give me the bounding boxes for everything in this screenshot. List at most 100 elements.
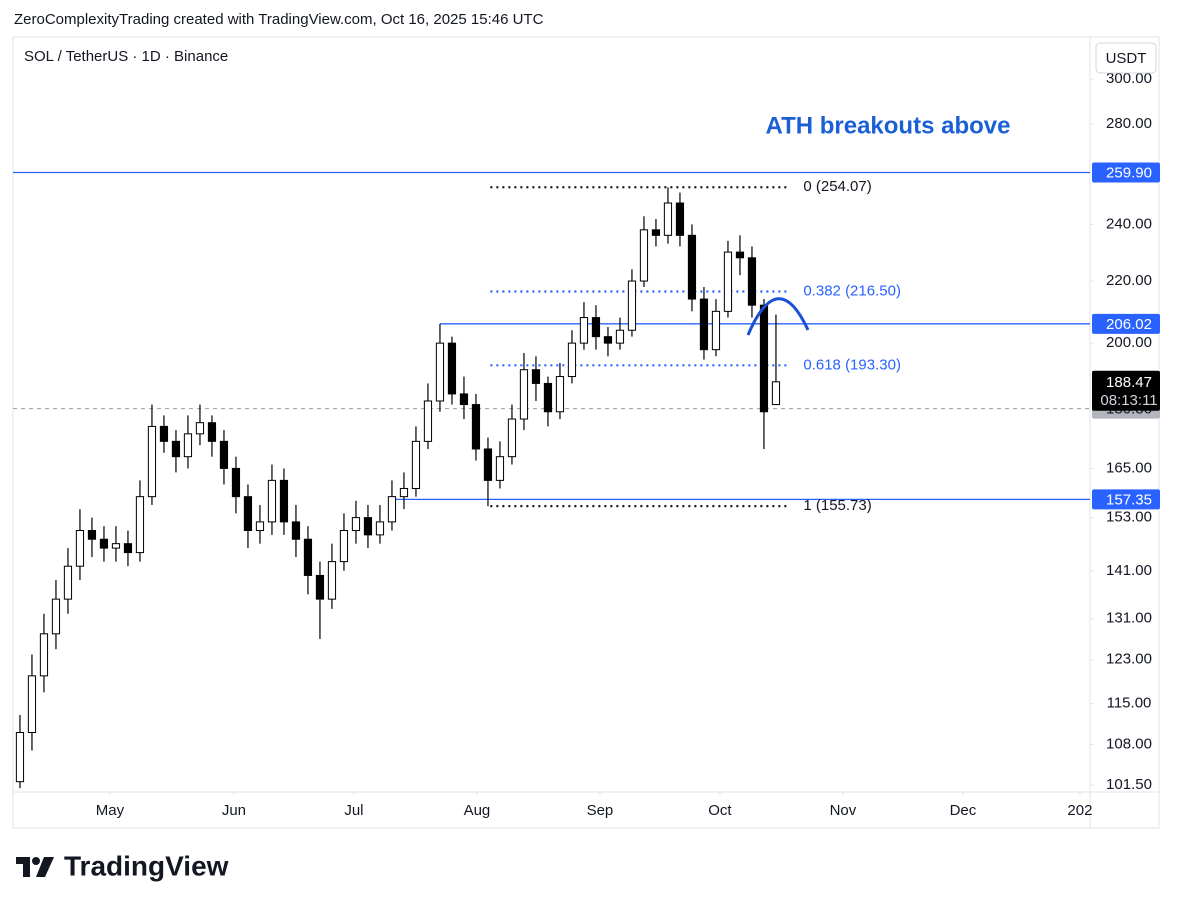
- candle-body: [579, 317, 589, 344]
- candle-body: [99, 538, 109, 549]
- candle-body: [363, 517, 373, 536]
- y-tick-label: 123.00: [1106, 651, 1152, 668]
- y-tick-label: 280.00: [1106, 115, 1152, 132]
- candle-body: [291, 521, 301, 540]
- candle-body: [567, 342, 577, 378]
- y-tick-label: 153.00: [1106, 509, 1152, 526]
- price-tag-label: 259.90: [1106, 164, 1152, 181]
- candle-body: [495, 456, 505, 481]
- candle-body: [675, 202, 685, 236]
- attribution: ZeroComplexityTrading created with Tradi…: [14, 11, 544, 28]
- candle-body: [615, 329, 625, 344]
- candle-body: [687, 234, 697, 300]
- last-price-label: 188.47: [1106, 374, 1152, 391]
- candle-body: [303, 538, 313, 576]
- y-tick-label: 131.00: [1106, 610, 1152, 627]
- chart-frame: [12, 36, 1160, 829]
- candle-body: [447, 342, 457, 395]
- price-tag-label: 206.02: [1106, 316, 1152, 333]
- y-tick-label: 240.00: [1106, 215, 1152, 232]
- fib-label: 0.618 (193.30): [803, 356, 901, 373]
- candle-body: [507, 418, 517, 458]
- candle-body: [219, 440, 229, 469]
- logo-icon-slash: [36, 857, 54, 877]
- candle-body: [183, 433, 193, 458]
- candle-body: [315, 574, 325, 600]
- candle-body: [195, 422, 205, 435]
- candle-body: [279, 479, 289, 523]
- candle-body: [471, 404, 481, 450]
- last-price-tag: [1092, 370, 1160, 411]
- candle-body: [723, 251, 733, 312]
- y-tick-label: 300.00: [1106, 70, 1152, 87]
- candle-body: [603, 336, 613, 344]
- candle-body: [87, 530, 97, 540]
- candle-body: [123, 543, 133, 554]
- y-tick-label: 220.00: [1106, 272, 1152, 289]
- candle-body: [591, 317, 601, 338]
- currency-label: USDT: [1106, 50, 1147, 67]
- y-tick-label: 108.00: [1106, 735, 1152, 752]
- candle-body: [27, 675, 37, 734]
- logo: TradingView: [16, 850, 229, 881]
- candle-body: [15, 732, 25, 783]
- candle-body: [231, 467, 241, 498]
- candle-body: [711, 310, 721, 351]
- x-tick-label: May: [96, 802, 125, 819]
- x-tick-label: Sep: [587, 802, 614, 819]
- candle-body: [531, 369, 541, 384]
- candle-body: [51, 598, 61, 635]
- candle-body: [627, 280, 637, 331]
- candle-body: [747, 257, 757, 306]
- fib-label: 0 (254.07): [803, 178, 871, 195]
- x-tick-label: Jul: [344, 802, 363, 819]
- candle-body: [375, 521, 385, 536]
- symbol-title: SOL / TetherUS · 1D · Binance: [24, 48, 228, 65]
- candle-body: [267, 479, 277, 523]
- y-tick-label: 200.00: [1106, 334, 1152, 351]
- candle-body: [519, 369, 529, 420]
- candle-body: [651, 229, 661, 236]
- candle-body: [39, 633, 49, 677]
- candle-body: [111, 543, 121, 549]
- candle-body: [483, 448, 493, 481]
- candle-body: [255, 521, 265, 532]
- candle-body: [339, 530, 349, 563]
- candle-body: [555, 376, 565, 413]
- x-tick-label: Nov: [830, 802, 857, 819]
- candle-body: [459, 393, 469, 406]
- candle-body: [327, 561, 337, 600]
- logo-text: TradingView: [64, 850, 229, 881]
- price-tag: [1092, 489, 1160, 510]
- candle-body: [771, 381, 781, 406]
- x-tick-label: Dec: [950, 802, 977, 819]
- price-tag: [1092, 313, 1160, 334]
- logo-icon-dot: [32, 857, 40, 865]
- candle-body: [351, 517, 361, 532]
- candle-body: [75, 530, 85, 567]
- y-tick-label: 101.50: [1106, 776, 1152, 793]
- arc-drawing: [746, 297, 810, 336]
- candle-body: [171, 440, 181, 458]
- candle-body: [159, 425, 169, 442]
- candle-body: [543, 382, 553, 413]
- candle-body: [435, 342, 445, 402]
- y-tick-label: 165.00: [1106, 459, 1152, 476]
- candle-body: [243, 496, 253, 532]
- plot-layer: May Jun Jul Aug Sep Oct Nov Dec 202 300.00 280.00 2…: [13, 70, 1160, 819]
- candle-body: [759, 304, 769, 413]
- candle-body: [735, 251, 745, 259]
- candle-body: [147, 425, 157, 498]
- candle-body: [387, 496, 397, 523]
- price-tag: [1092, 162, 1160, 183]
- candle-body: [135, 496, 145, 554]
- countdown-label: 08:13:11: [1100, 392, 1157, 409]
- candle-body: [423, 400, 433, 442]
- candle-body: [63, 565, 73, 600]
- candle-body: [663, 202, 673, 236]
- annotation: ATH breakouts above: [766, 112, 1011, 139]
- x-tick-label: Oct: [708, 802, 732, 819]
- candle-body: [207, 422, 217, 442]
